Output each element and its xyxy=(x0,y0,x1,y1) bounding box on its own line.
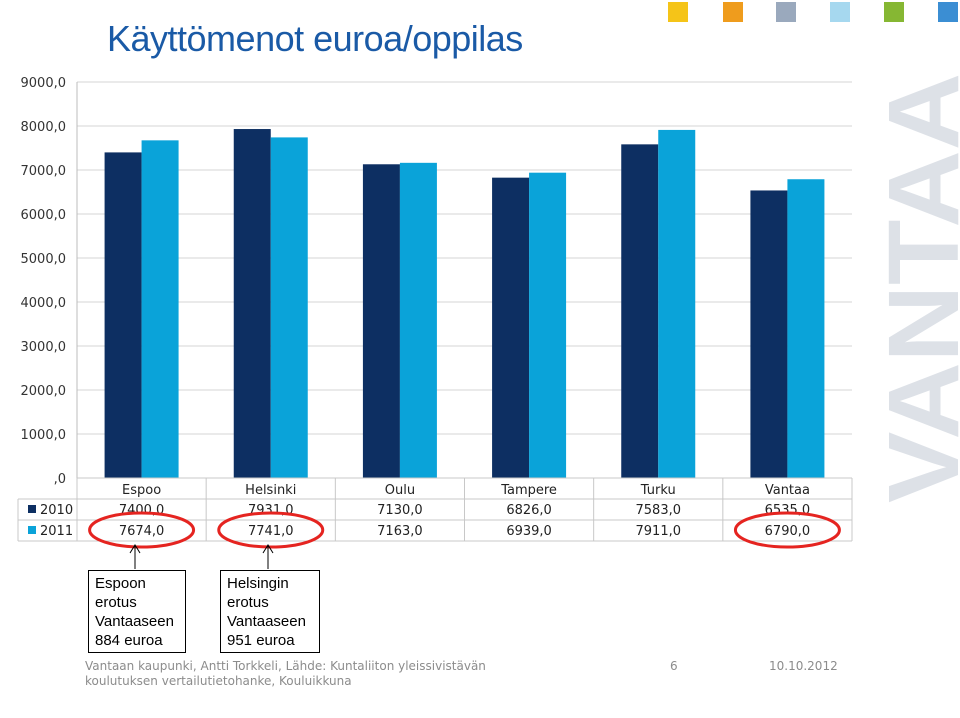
callout-helsinki: Helsingin erotus Vantaaseen 951 euroa xyxy=(220,570,320,653)
callout-line: Helsingin xyxy=(227,575,289,592)
data-label: 6939,0 xyxy=(506,524,552,539)
bar-2010-turku xyxy=(621,144,659,478)
callout-line: erotus xyxy=(95,594,137,611)
legend-key-2010 xyxy=(28,505,36,513)
gridlines xyxy=(76,81,852,478)
callout-arrow-espoo-head xyxy=(129,544,141,554)
y-tick-label: ,0 xyxy=(54,472,66,487)
bar-2010-helsinki xyxy=(233,129,271,478)
y-tick-label: 8000,0 xyxy=(21,120,67,135)
vantaa-watermark-logo: VANTAA xyxy=(868,73,960,503)
data-label: 7163,0 xyxy=(377,524,423,539)
x-category-label: Oulu xyxy=(385,483,415,498)
decor-square-orange xyxy=(723,2,743,22)
y-tick-label: 7000,0 xyxy=(21,164,67,179)
data-label: 7931,0 xyxy=(248,503,294,518)
x-category-label: Helsinki xyxy=(245,483,296,498)
highlight-ellipse-espoo xyxy=(88,511,196,549)
bars xyxy=(104,129,825,479)
data-label: 7741,0 xyxy=(248,524,294,539)
data-label: 6535,0 xyxy=(765,503,811,518)
bar-2010-espoo xyxy=(104,152,142,478)
y-tick-label: 6000,0 xyxy=(21,208,67,223)
legend-label-2011: 2011 xyxy=(40,524,73,539)
y-tick-label: 2000,0 xyxy=(21,384,67,399)
footer-page-number: 6 xyxy=(670,659,678,673)
x-category-label: Turku xyxy=(640,483,676,498)
bar-2010-oulu xyxy=(362,164,400,478)
legend-label-2010: 2010 xyxy=(40,503,73,518)
callout-line: Vantaaseen xyxy=(227,613,306,630)
decor-square-blue xyxy=(938,2,958,22)
y-tick-label: 1000,0 xyxy=(21,428,67,443)
decor-square-lightblue xyxy=(830,2,850,22)
y-tick-label: 9000,0 xyxy=(21,76,67,91)
data-label: 7400,0 xyxy=(119,503,165,518)
x-category-label: Tampere xyxy=(500,483,557,498)
callout-espoo: Espoon erotus Vantaaseen 884 euroa xyxy=(88,570,186,653)
data-table: Espoo Helsinki Oulu Tampere Turku Vantaa 2010 7… xyxy=(17,477,853,542)
bar-2011-oulu xyxy=(399,162,437,478)
callout-line: Vantaaseen xyxy=(95,613,174,630)
y-tick-label: 4000,0 xyxy=(21,296,67,311)
y-tick-label: 3000,0 xyxy=(21,340,67,355)
data-label: 6826,0 xyxy=(506,503,552,518)
bar-2011-tampere xyxy=(529,172,567,478)
decor-square-green xyxy=(884,2,904,22)
data-label: 7583,0 xyxy=(636,503,682,518)
chart-title: Käyttömenot euroa/oppilas xyxy=(107,18,523,59)
decor-square-gray xyxy=(776,2,796,22)
footer-source-line-1: Vantaan kaupunki, Antti Torkkeli, Lähde:… xyxy=(85,659,486,673)
data-label: 6790,0 xyxy=(765,524,811,539)
callout-line: 884 euroa xyxy=(95,632,163,649)
bar-2010-vantaa xyxy=(750,190,788,478)
footer-source-line-2: koulutuksen vertailutietohanke, Kouluikk… xyxy=(85,674,352,688)
bar-2011-vantaa xyxy=(787,179,825,479)
footer-date: 10.10.2012 xyxy=(769,659,838,673)
x-category-label: Espoo xyxy=(122,483,161,498)
highlight-ellipse-vantaa xyxy=(733,511,841,549)
legend-key-2011 xyxy=(28,526,36,534)
data-label: 7674,0 xyxy=(119,524,165,539)
data-label: 7130,0 xyxy=(377,503,423,518)
bar-2011-espoo xyxy=(141,140,179,478)
y-axis-labels: ,0 1000,0 2000,0 3000,0 4000,0 5000,0 6000,0 70… xyxy=(21,76,67,487)
callout-line: erotus xyxy=(227,594,269,611)
bar-2011-helsinki xyxy=(270,137,308,478)
bar-2011-turku xyxy=(658,129,696,478)
data-label: 7911,0 xyxy=(636,524,682,539)
bar-2010-tampere xyxy=(492,177,530,478)
callout-line: 951 euroa xyxy=(227,632,295,649)
highlight-ellipse-helsinki xyxy=(217,511,325,549)
y-tick-label: 5000,0 xyxy=(21,252,67,267)
decor-square-yellow xyxy=(668,2,688,22)
callout-line: Espoon xyxy=(95,575,146,592)
x-category-label: Vantaa xyxy=(765,483,810,498)
annotations xyxy=(88,511,841,569)
callout-arrow-helsinki-head xyxy=(262,544,274,554)
